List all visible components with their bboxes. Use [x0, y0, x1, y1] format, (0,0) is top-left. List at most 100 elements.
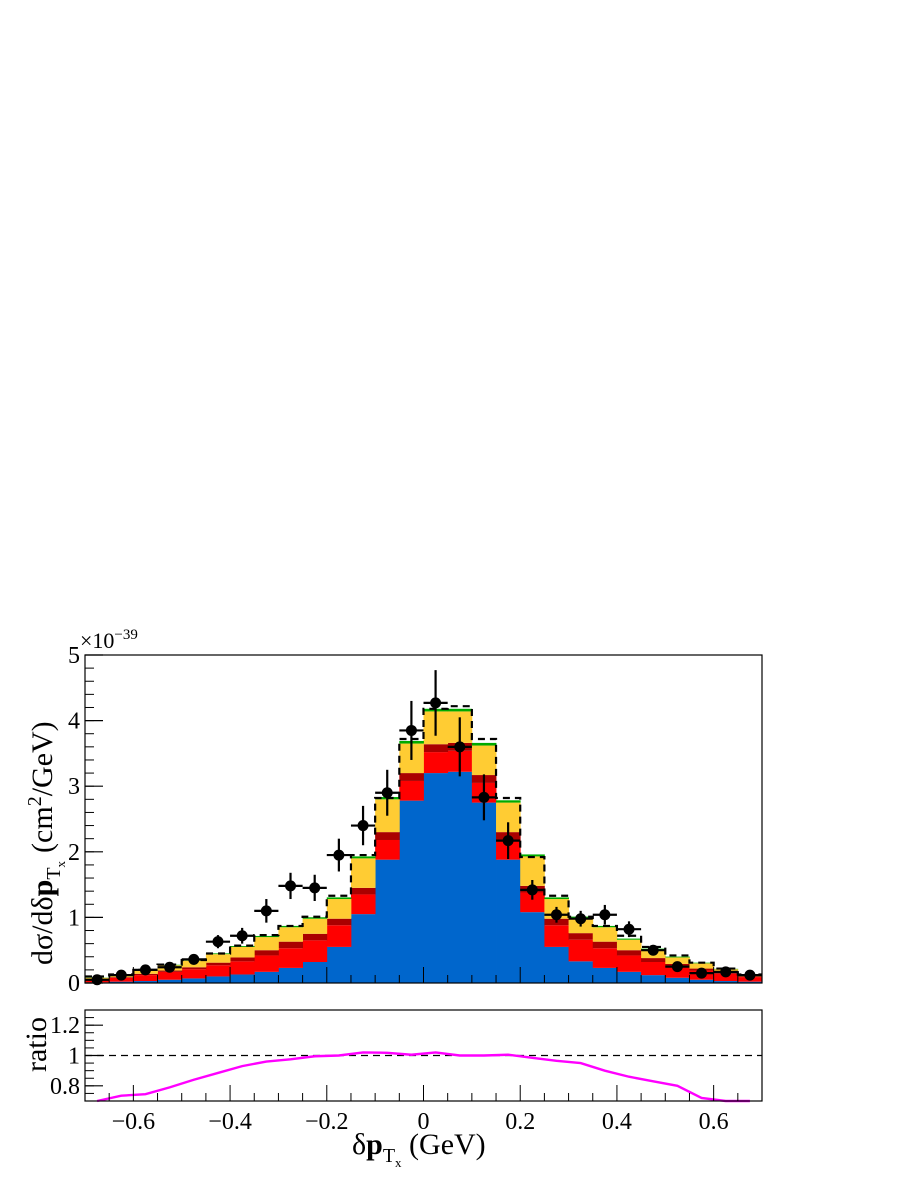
bar-blue: [303, 962, 328, 983]
bar-blue: [278, 968, 303, 983]
bar-darkred: [399, 773, 424, 781]
bar-green: [665, 957, 690, 958]
data-point: [309, 882, 320, 893]
bar-blue: [230, 974, 255, 983]
y-tick-label: 4: [68, 709, 80, 735]
bar-blue: [641, 975, 666, 983]
bar-yellow: [303, 919, 328, 934]
data-point: [599, 909, 610, 920]
bar-yellow: [327, 899, 352, 919]
bar-blue: [424, 773, 449, 983]
data-point: [212, 936, 223, 947]
bar-darkred: [641, 958, 666, 962]
bar-red: [544, 925, 569, 947]
bar-darkred: [206, 963, 231, 966]
bar-yellow: [351, 858, 376, 888]
bar-blue: [544, 947, 569, 983]
bar-green: [448, 709, 473, 712]
bar-green: [544, 897, 569, 899]
bar-darkred: [593, 942, 618, 949]
bar-darkred: [424, 744, 449, 752]
y-tick-label: 1: [68, 905, 80, 931]
data-point: [382, 787, 393, 798]
data-point: [551, 909, 562, 920]
bar-blue: [520, 912, 545, 983]
ratio-y-axis-label: ratio: [20, 1017, 53, 1072]
bar-darkred: [303, 934, 328, 941]
bar-red: [351, 894, 376, 914]
bar-darkred: [375, 832, 400, 840]
bar-blue: [351, 914, 376, 983]
x-tick-label: −0.4: [208, 1109, 252, 1135]
bar-red: [569, 940, 594, 962]
y-tick-label: 3: [68, 774, 80, 800]
bar-darkred: [617, 950, 642, 955]
stacked-histogram: [85, 709, 762, 983]
bar-red: [206, 965, 231, 976]
data-point: [188, 954, 199, 965]
x-tick-label: −0.6: [112, 1109, 156, 1135]
bar-blue: [206, 976, 231, 983]
ratio-y-tick-label: 0.8: [50, 1074, 80, 1100]
bar-red: [254, 955, 279, 971]
y-tick-label: 0: [68, 971, 80, 997]
bar-blue: [617, 972, 642, 983]
data-point: [116, 970, 127, 981]
bar-red: [375, 840, 400, 860]
x-axis-label: δpTx (GeV): [352, 1128, 486, 1170]
bar-blue: [569, 961, 594, 983]
bar-red: [399, 781, 424, 801]
bar-red: [303, 940, 328, 962]
data-point: [575, 913, 586, 924]
bar-yellow: [593, 927, 618, 941]
bar-darkred: [230, 957, 255, 961]
bar-red: [230, 961, 255, 974]
bar-blue: [254, 972, 279, 983]
bar-red: [424, 752, 449, 773]
bar-yellow: [278, 927, 303, 941]
data-point: [478, 792, 489, 803]
bar-green: [472, 743, 497, 746]
data-point: [406, 725, 417, 736]
data-point: [672, 961, 683, 972]
data-point: [624, 924, 635, 935]
data-point: [140, 964, 151, 975]
bar-red: [182, 969, 207, 978]
bar-darkred: [327, 919, 352, 926]
bar-red: [327, 925, 352, 947]
data-point: [261, 905, 272, 916]
bar-red: [133, 975, 158, 981]
x-tick-label: 0.2: [505, 1109, 535, 1135]
bar-green: [327, 897, 352, 899]
bar-darkred: [351, 888, 376, 895]
bar-yellow: [254, 937, 279, 950]
bar-yellow: [617, 940, 642, 950]
bar-blue: [182, 978, 207, 983]
x-tick-label: 0.4: [602, 1109, 632, 1135]
data-point: [744, 970, 755, 981]
data-point: [430, 697, 441, 708]
bar-blue: [399, 801, 424, 983]
data-point: [454, 741, 465, 752]
bar-red: [278, 948, 303, 968]
data-point: [648, 945, 659, 956]
bar-red: [641, 962, 666, 975]
bar-red: [593, 948, 618, 968]
bar-yellow: [472, 746, 497, 776]
bar-blue: [496, 860, 521, 983]
bar-blue: [665, 978, 690, 983]
bar-green: [496, 800, 521, 802]
bar-blue: [593, 968, 618, 983]
bar-red: [158, 972, 183, 980]
bar-darkred: [182, 967, 207, 969]
data-point: [237, 930, 248, 941]
main-y-axis-label: dσ/dδpTx(cm2/GeV): [24, 721, 68, 965]
bar-yellow: [206, 954, 231, 963]
x-tick-label: −0.2: [305, 1109, 349, 1135]
bar-yellow: [230, 947, 255, 957]
data-point: [164, 962, 175, 973]
